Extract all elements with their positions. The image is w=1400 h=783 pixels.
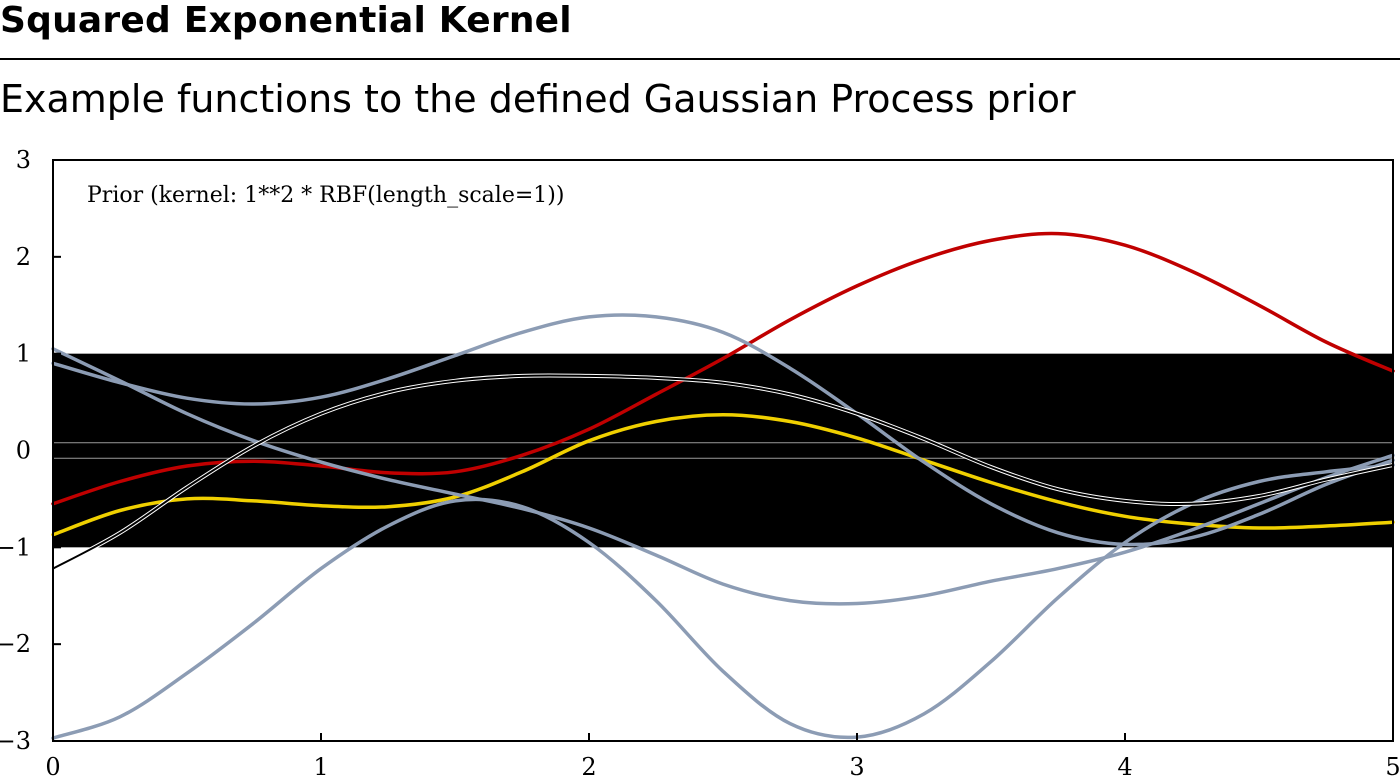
sample-line-3 (51, 313, 1395, 547)
y-tick-label: 3 (16, 146, 31, 174)
x-tick-label: 4 (1117, 753, 1132, 781)
sample-line-2 (51, 412, 1395, 537)
page-title: Squared Exponential Kernel (0, 0, 572, 41)
page-subtitle: Example functions to the defined Gaussia… (0, 77, 1076, 121)
title-divider (0, 58, 1400, 60)
y-tick-label: −1 (0, 533, 31, 561)
kernel-annotation: Prior (kernel: 1**2 * RBF(length_scale=1… (87, 183, 564, 208)
gp-prior-chart: 0 1 2 3 4 5 −3 −2 −1 0 1 2 3 Prior (kernel: 1**2 * R… (0, 146, 1400, 781)
y-tick-label: −3 (0, 727, 31, 755)
x-tick-label: 2 (581, 753, 596, 781)
y-tick-label: 1 (16, 340, 31, 368)
y-tick-label: 0 (16, 437, 31, 465)
x-tick-label: 1 (313, 753, 328, 781)
sample-line-4 (51, 347, 1395, 606)
x-tick-label: 5 (1385, 753, 1400, 781)
sample-line-1 (51, 231, 1395, 506)
x-tick-label: 0 (45, 753, 60, 781)
x-tick-label: 3 (849, 753, 864, 781)
sample-line-6 (52, 374, 1394, 570)
sample-line-5 (51, 463, 1395, 740)
y-tick-label: 2 (16, 243, 31, 271)
y-tick-label: −2 (0, 630, 31, 658)
